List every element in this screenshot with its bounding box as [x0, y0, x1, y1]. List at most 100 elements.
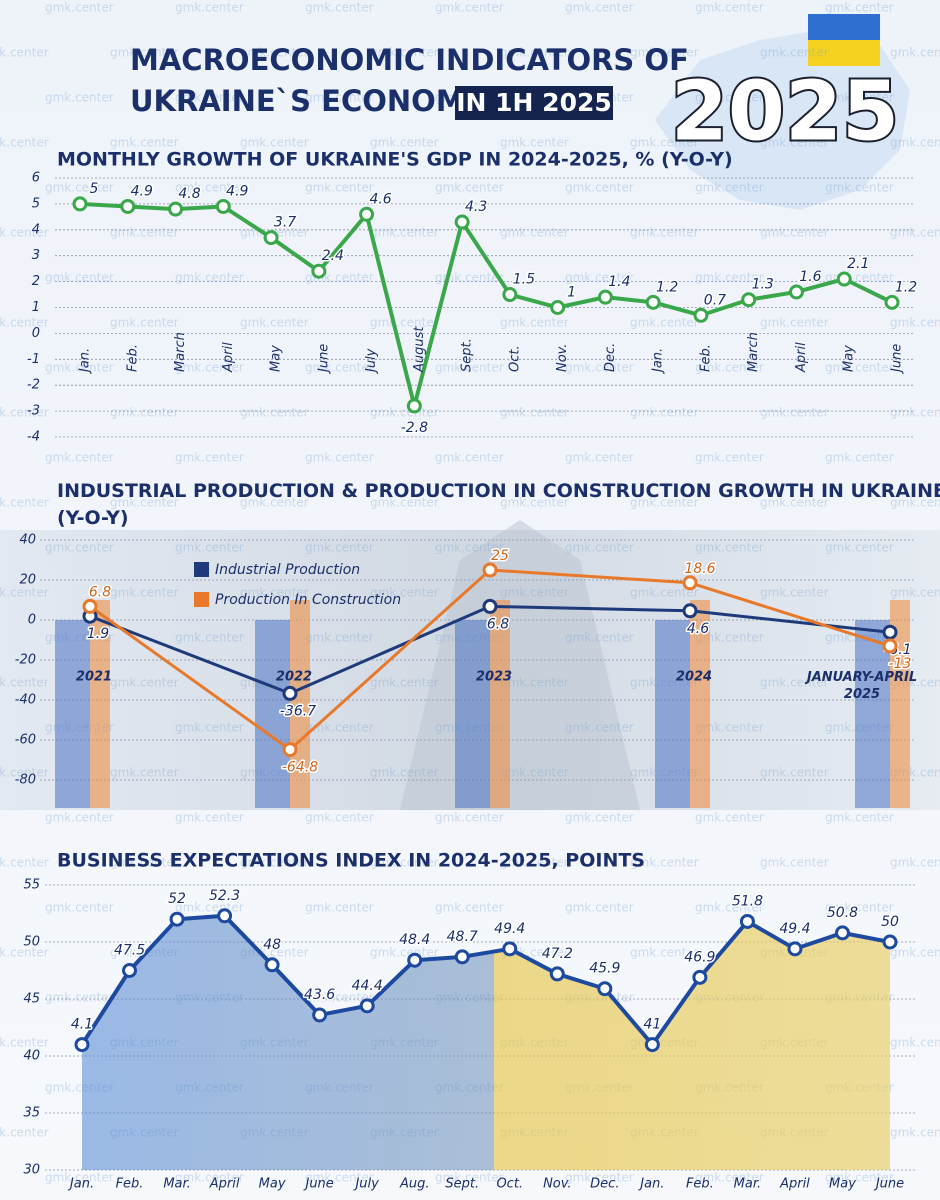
watermark: gmk.center [630, 946, 699, 960]
data-label: 44.4 [352, 978, 383, 994]
point [169, 911, 185, 927]
highlight-box [455, 86, 613, 120]
point [692, 969, 708, 985]
point [693, 307, 709, 323]
watermark: gmk.center [435, 901, 504, 915]
watermark: gmk.center [695, 631, 764, 645]
data-label: 2.4 [322, 248, 344, 264]
watermark: gmk.center [370, 586, 439, 600]
watermark: gmk.center [435, 541, 504, 555]
y-tick-label: 0 [28, 613, 36, 628]
watermark: gmk.center [110, 586, 179, 600]
x-tick-label: Jan. [78, 348, 93, 375]
data-label: 6.8 [487, 616, 509, 632]
watermark: gmk.center [240, 406, 309, 420]
x-tick-label: April [209, 1177, 240, 1192]
watermark: gmk.center [890, 1126, 940, 1140]
watermark: gmk.center [370, 766, 439, 780]
y-tick-label: -2 [27, 378, 40, 393]
watermark: gmk.center [565, 541, 634, 555]
watermark: gmk.center [825, 901, 894, 915]
watermark: gmk.center [500, 136, 569, 150]
watermark: gmk.center [890, 496, 940, 510]
x-tick-label: Oct. [507, 345, 522, 372]
x-tick-label: March [746, 332, 761, 372]
watermark: gmk.center [565, 631, 634, 645]
point [682, 603, 698, 619]
watermark: gmk.center [695, 811, 764, 825]
x-tick-label: Dec. [590, 1177, 619, 1192]
watermark: gmk.center [0, 226, 49, 240]
watermark: gmk.center [0, 766, 49, 780]
y-tick-label: 1 [32, 300, 40, 315]
legend-swatch [194, 562, 209, 577]
data-label: 3.7 [274, 215, 296, 231]
watermark: gmk.center [825, 361, 894, 375]
watermark: gmk.center [45, 271, 114, 285]
watermark: gmk.center [435, 451, 504, 465]
watermark: gmk.center [760, 316, 829, 330]
watermark: gmk.center [175, 721, 244, 735]
point [644, 1037, 660, 1053]
data-label: 1.5 [513, 272, 535, 288]
watermark: gmk.center [760, 226, 829, 240]
watermark: gmk.center [305, 901, 374, 915]
watermark: gmk.center [240, 46, 309, 60]
point [502, 287, 518, 303]
x-tick-label: March [173, 332, 188, 372]
point [482, 562, 498, 578]
point [263, 230, 279, 246]
x-tick-label: April [794, 342, 809, 373]
watermark: gmk.center [695, 541, 764, 555]
data-label: 1.6 [799, 269, 821, 285]
watermark: gmk.center [45, 541, 114, 555]
watermark: gmk.center [110, 766, 179, 780]
watermark: gmk.center [890, 406, 940, 420]
data-label: 41 [643, 1017, 661, 1033]
watermark: gmk.center [305, 811, 374, 825]
point [168, 201, 184, 217]
point [312, 1007, 328, 1023]
watermark: gmk.center [110, 316, 179, 330]
watermark: gmk.center [890, 1036, 940, 1050]
watermark: gmk.center [175, 451, 244, 465]
chart-title: INDUSTRIAL PRODUCTION & PRODUCTION IN CO… [57, 480, 940, 529]
watermark: gmk.center [370, 406, 439, 420]
watermark: gmk.center [175, 181, 244, 195]
watermark: gmk.center [435, 181, 504, 195]
data-label: 50.8 [827, 905, 858, 921]
point [359, 206, 375, 222]
data-label: 45.9 [589, 961, 620, 977]
watermark: gmk.center [0, 136, 49, 150]
watermark: gmk.center [500, 856, 569, 870]
y-tick-label: 0 [32, 326, 40, 341]
point [597, 289, 613, 305]
watermark: gmk.center [890, 586, 940, 600]
watermark: gmk.center [0, 406, 49, 420]
watermark: gmk.center [630, 226, 699, 240]
watermark: gmk.center [565, 811, 634, 825]
y-tick-label: 2 [32, 274, 40, 289]
watermark: gmk.center [565, 901, 634, 915]
decor-column [255, 620, 290, 808]
watermark: gmk.center [695, 721, 764, 735]
x-tick-label: June [890, 344, 905, 375]
decor-column [490, 600, 510, 808]
x-tick-label: Jan. [637, 1177, 664, 1192]
point [359, 998, 375, 1014]
chart-title: MONTHLY GROWTH OF UKRAINE'S GDP IN 2024-… [57, 149, 733, 171]
watermark: gmk.center [370, 856, 439, 870]
watermark: gmk.center [175, 811, 244, 825]
watermark: gmk.center [305, 991, 374, 1005]
data-label: 51.8 [732, 893, 763, 909]
watermark: gmk.center [565, 271, 634, 285]
y-tick-label: 30 [23, 1163, 40, 1178]
watermark: gmk.center [175, 271, 244, 285]
watermark: gmk.center [45, 1, 114, 15]
x-tick-label: May [259, 1177, 286, 1192]
data-label: 4.9 [226, 183, 248, 199]
point [74, 1037, 90, 1053]
watermark: gmk.center [175, 361, 244, 375]
watermark: gmk.center [0, 676, 49, 690]
